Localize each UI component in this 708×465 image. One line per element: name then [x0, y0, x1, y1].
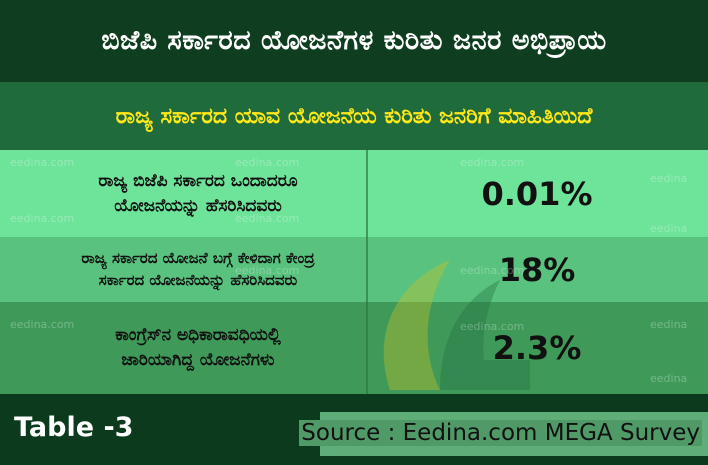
- subtitle: ರಾಜ್ಯ ಸರ್ಕಾರದ ಯಾವ ಯೋಜನೆಯ ಕುರಿತು ಜನರಿಗೆ ಮ…: [0, 82, 708, 150]
- row-label-line1: ರಾಜ್ಯ ಬಿಜೆಪಿ ಸರ್ಕಾರದ ಒಂದಾದರೂ: [98, 170, 298, 191]
- watermark-text: eedina.com: [10, 212, 75, 225]
- watermark-text: eedina.com: [235, 264, 300, 277]
- row-value: 2.3%: [492, 329, 582, 367]
- watermark-text: eedina.com: [460, 264, 525, 277]
- watermark-text: eedina: [650, 222, 688, 235]
- watermark-text: eedina.com: [10, 156, 75, 169]
- row-label-line2: ಯೋಜನೆಯನ್ನು ಹೆಸರಿಸಿದವರು: [114, 195, 282, 216]
- row-label-line2: ಸರ್ಕಾರದ ಯೋಜನೆಯನ್ನು ಹೆಸರಿಸಿದವರು: [98, 270, 298, 289]
- table-row: ಕಾಂಗ್ರೆಸ್‌ನ ಅಧಿಕಾರಾವಧಿಯಲ್ಲಿ ಜಾರಿಯಾಗಿದ್ದ …: [0, 302, 708, 394]
- table-label: Table -3: [14, 412, 134, 443]
- column-divider: [366, 150, 368, 394]
- row-label-line2: ಜಾರಿಯಾಗಿದ್ದ ಯೋಜನೆಗಳು: [121, 350, 275, 370]
- eedina-logo-watermark: [383, 260, 530, 390]
- watermark-text: eedina.com: [460, 156, 525, 169]
- row-value: 0.01%: [481, 174, 593, 213]
- table-row: ರಾಜ್ಯ ಸರ್ಕಾರದ ಯೋಜನೆ ಬಗ್ಗೆ ಕೇಳಿದಾಗ ಕೇಂದ್ರ…: [0, 237, 708, 302]
- row-value: 18%: [498, 250, 576, 289]
- row-label-line1: ಕಾಂಗ್ರೆಸ್‌ನ ಅಧಿಕಾರಾವಧಿಯಲ್ಲಿ: [115, 325, 281, 346]
- row-label-line1: ರಾಜ್ಯ ಸರ್ಕಾರದ ಯೋಜನೆ ಬಗ್ಗೆ ಕೇಳಿದಾಗ ಕೇಂದ್ರ: [81, 248, 315, 267]
- row-label: ಕಾಂಗ್ರೆಸ್‌ನ ಅಧಿಕಾರಾವಧಿಯಲ್ಲಿ ಜಾರಿಯಾಗಿದ್ದ …: [0, 323, 366, 372]
- row-label: ರಾಜ್ಯ ಸರ್ಕಾರದ ಯೋಜನೆ ಬಗ್ಗೆ ಕೇಳಿದಾಗ ಕೇಂದ್ರ…: [0, 248, 366, 292]
- watermark-text: eedina.com: [10, 318, 75, 331]
- page-title: ಬಿಜೆಪಿ ಸರ್ಕಾರದ ಯೋಜನೆಗಳ ಕುರಿತು ಜನರ ಅಭಿಪ್ರ…: [0, 0, 708, 82]
- watermark-text: eedina: [650, 372, 688, 385]
- watermark-text: eedina: [650, 172, 688, 185]
- table-row: ರಾಜ್ಯ ಬಿಜೆಪಿ ಸರ್ಕಾರದ ಒಂದಾದರೂ ಯೋಜನೆಯನ್ನು …: [0, 150, 708, 237]
- row-label: ರಾಜ್ಯ ಬಿಜೆಪಿ ಸರ್ಕಾರದ ಒಂದಾದರೂ ಯೋಜನೆಯನ್ನು …: [0, 169, 366, 218]
- watermark-text: eedina: [650, 318, 688, 331]
- watermark-text: eedina.com: [460, 320, 525, 333]
- watermark-text: eedina.com: [235, 212, 300, 225]
- watermark-text: eedina.com: [235, 156, 300, 169]
- source-text: Source : Eedina.com MEGA Survey: [299, 420, 702, 446]
